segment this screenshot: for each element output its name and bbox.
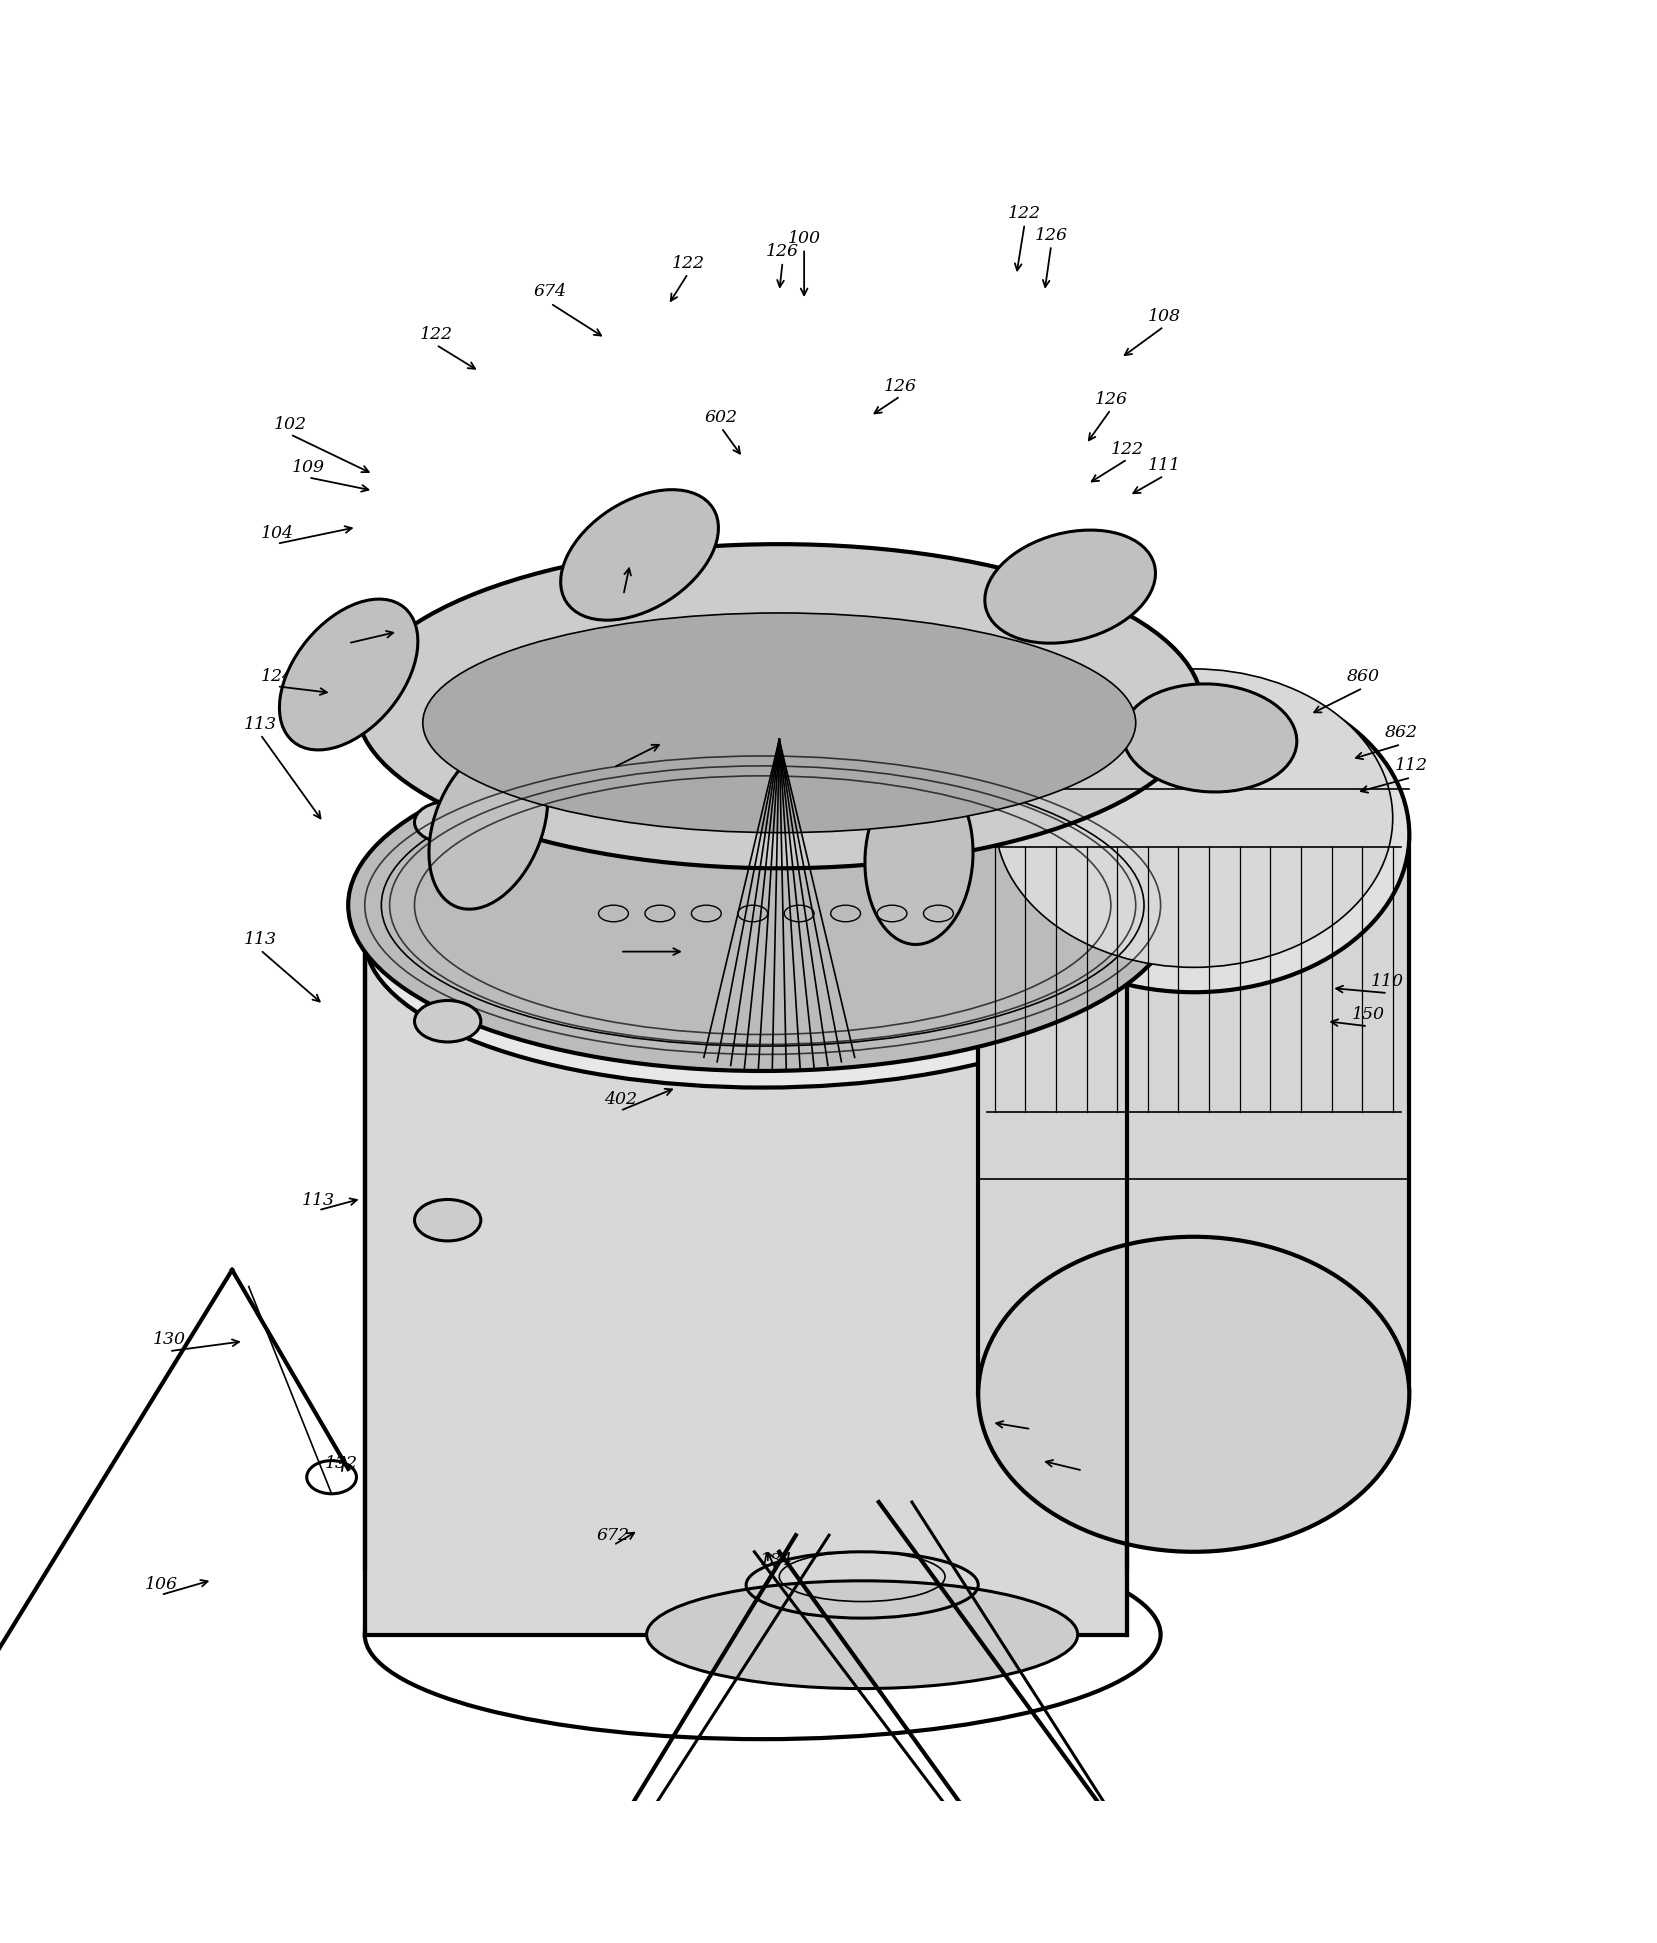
Text: 602: 602 [704, 410, 737, 426]
Text: 113: 113 [244, 931, 277, 948]
Text: 126: 126 [883, 377, 916, 394]
Ellipse shape [414, 1199, 481, 1242]
Text: 670: 670 [331, 626, 365, 641]
Ellipse shape [423, 612, 1135, 834]
Text: 860: 860 [1345, 668, 1379, 684]
Text: 862: 862 [1384, 725, 1417, 740]
Text: 100: 100 [787, 229, 820, 247]
Text: 124: 124 [597, 748, 630, 764]
Text: 122: 122 [1110, 441, 1143, 459]
Text: 104: 104 [260, 525, 293, 542]
Text: 150: 150 [1350, 1006, 1384, 1024]
Text: 140: 140 [1065, 1451, 1099, 1469]
Text: 126: 126 [1034, 227, 1067, 245]
Text: 122: 122 [671, 255, 704, 272]
Text: 112: 112 [1394, 758, 1427, 775]
Ellipse shape [365, 789, 1160, 1088]
Ellipse shape [994, 668, 1392, 968]
Text: 122: 122 [419, 326, 452, 344]
Ellipse shape [356, 544, 1201, 869]
Ellipse shape [865, 771, 973, 944]
Ellipse shape [984, 530, 1155, 643]
Text: 106: 106 [144, 1576, 177, 1593]
Text: 402: 402 [603, 1090, 636, 1108]
Polygon shape [978, 835, 1408, 1395]
Text: 230: 230 [603, 933, 636, 950]
Text: 124: 124 [260, 668, 293, 684]
Text: 122: 122 [606, 575, 640, 593]
Text: 132: 132 [325, 1455, 358, 1473]
Ellipse shape [414, 802, 481, 843]
Text: 674: 674 [534, 284, 567, 301]
Text: 672: 672 [597, 1527, 630, 1545]
Ellipse shape [514, 1931, 630, 1943]
Ellipse shape [978, 678, 1408, 993]
Text: 113: 113 [244, 715, 277, 733]
Text: 130: 130 [152, 1331, 186, 1348]
Text: 110: 110 [1370, 973, 1403, 989]
Text: 126: 126 [1094, 391, 1127, 408]
Text: 113: 113 [302, 1191, 335, 1209]
Text: 126: 126 [766, 243, 799, 260]
Polygon shape [365, 938, 1127, 1634]
Text: 108: 108 [1147, 309, 1180, 324]
Ellipse shape [414, 1001, 481, 1041]
Ellipse shape [560, 490, 717, 620]
Ellipse shape [348, 740, 1176, 1071]
Text: 102: 102 [273, 416, 307, 433]
Text: 111: 111 [1147, 457, 1180, 474]
Ellipse shape [1122, 684, 1296, 793]
Ellipse shape [646, 1582, 1077, 1688]
Text: 122: 122 [1007, 206, 1041, 222]
Ellipse shape [978, 1238, 1408, 1552]
Text: 134: 134 [759, 1552, 792, 1568]
Text: 109: 109 [292, 459, 325, 476]
Text: 240: 240 [1014, 1411, 1047, 1428]
Ellipse shape [280, 598, 418, 750]
Ellipse shape [429, 742, 547, 909]
